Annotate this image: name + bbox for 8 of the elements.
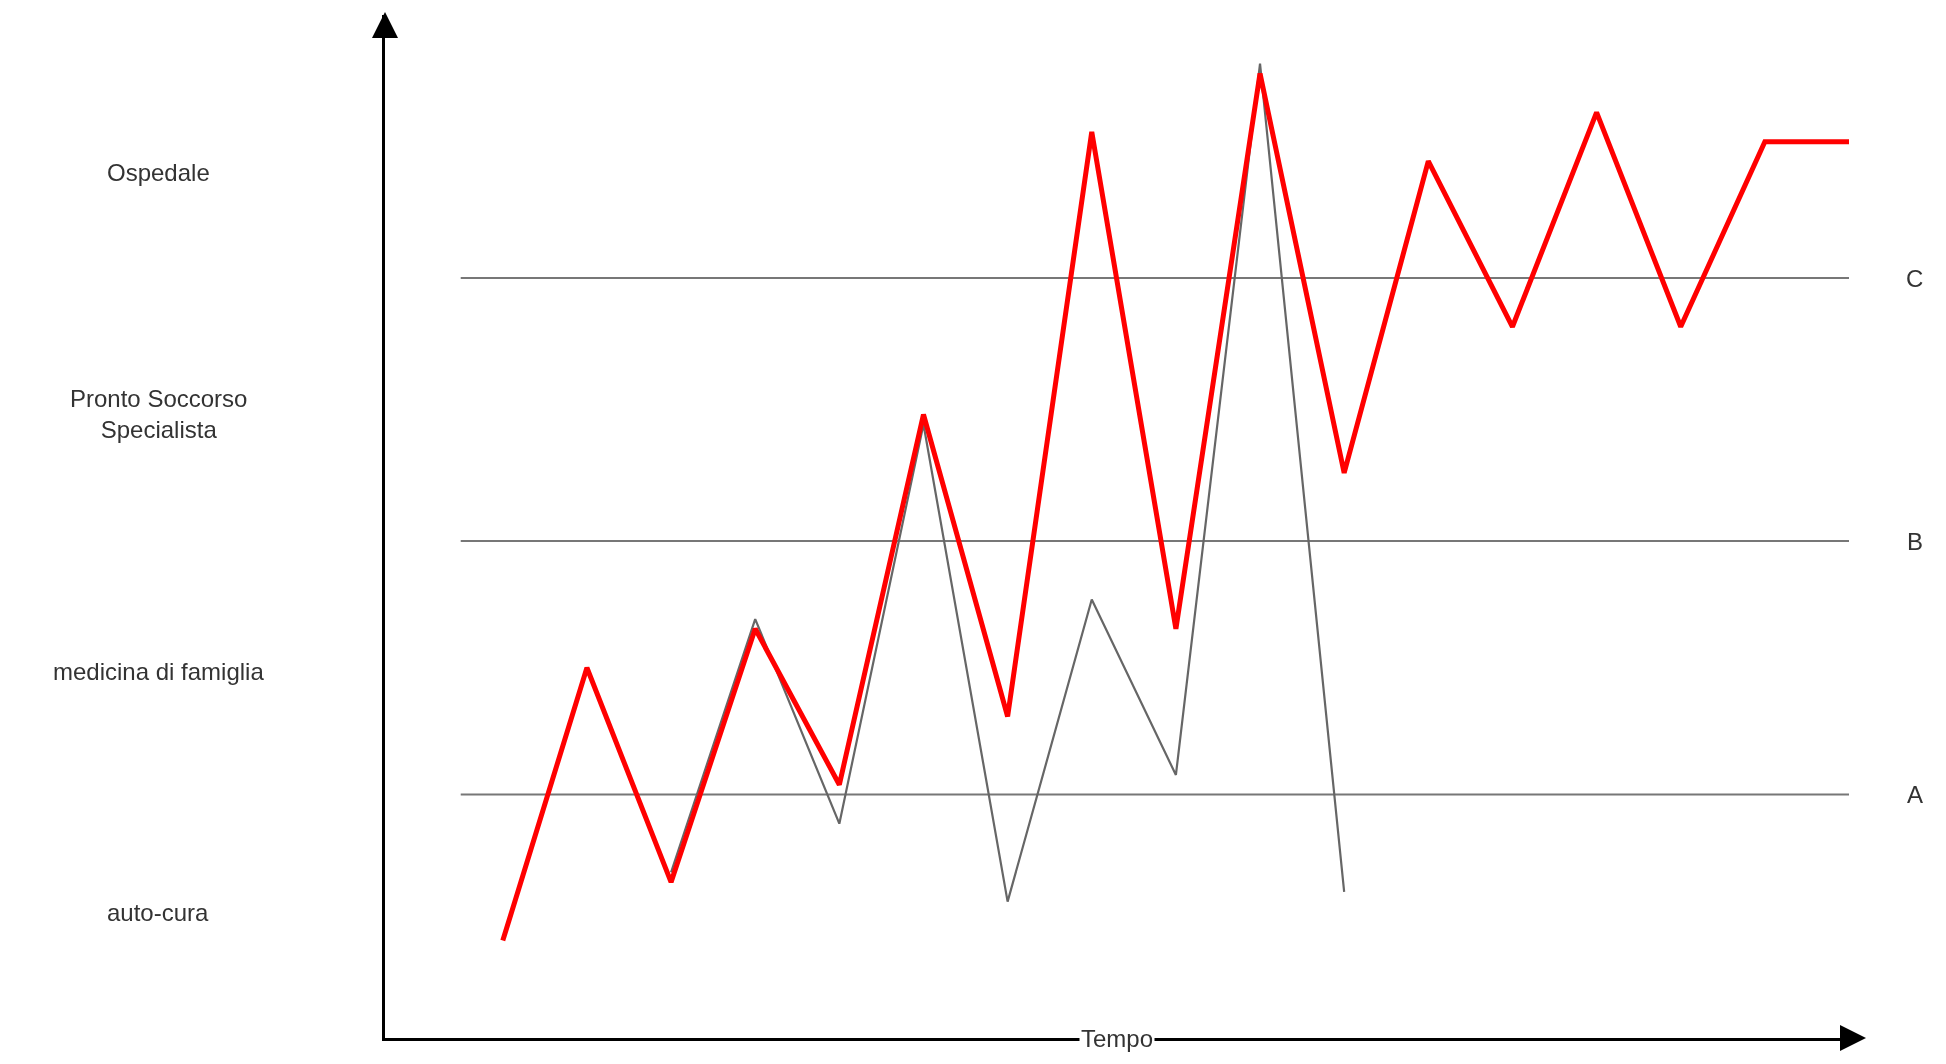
text: Ospedale — [107, 159, 210, 186]
ref-line-label: A — [1907, 781, 1924, 808]
x-axis-title: Tempo — [1081, 1025, 1154, 1052]
ref-line-label: B — [1907, 528, 1924, 555]
text: Pronto Soccorso Specialista — [70, 385, 248, 444]
text: auto-cura — [107, 899, 210, 926]
ref-line-label: C — [1906, 265, 1924, 292]
text: medicina di famiglia — [53, 658, 265, 685]
